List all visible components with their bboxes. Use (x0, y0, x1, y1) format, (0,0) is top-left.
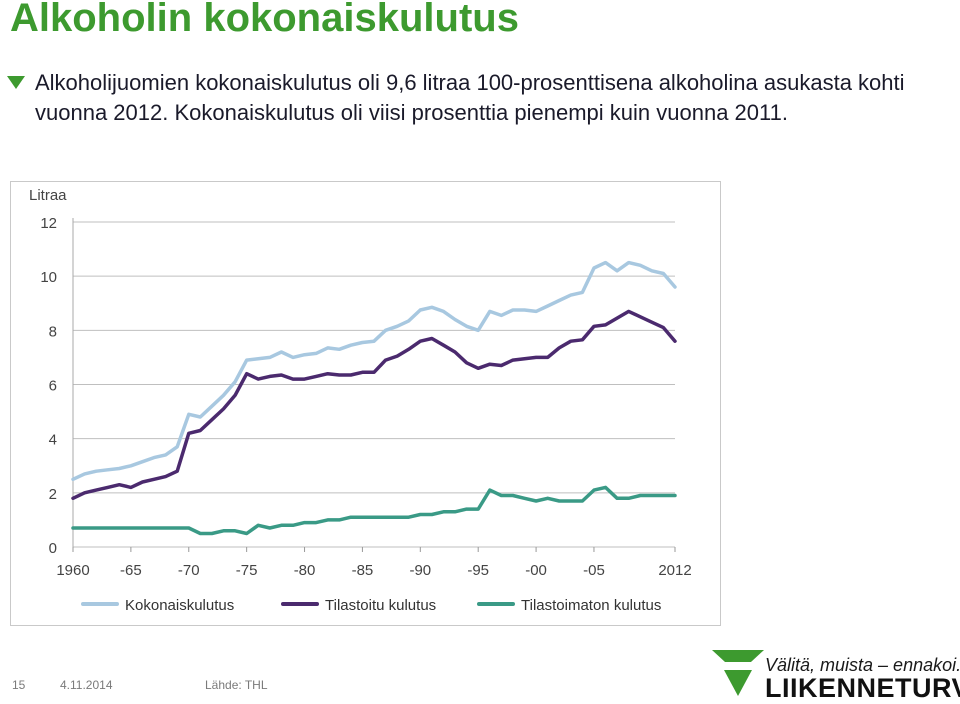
series-line-tilastoimaton-kulutus (71, 485, 677, 536)
x-tick-label: 1960 (56, 562, 89, 579)
y-tick-label: 12 (40, 215, 57, 232)
series-layer (71, 260, 677, 536)
x-tick-label: -05 (583, 562, 605, 579)
y-tick-label: 6 (49, 378, 57, 395)
source-note: Lähde: THL (205, 678, 268, 692)
x-tick-label: -90 (409, 562, 431, 579)
legend-label: Tilastoitu kulutus (325, 597, 436, 614)
y-tick-label: 10 (40, 269, 57, 286)
y-tick-label: 0 (49, 540, 57, 557)
series-line-kokonaiskulutus (71, 260, 677, 482)
y-tick-label: 4 (49, 432, 57, 449)
x-tick-label: -95 (467, 562, 489, 579)
liikenneturva-logo-icon (712, 650, 764, 696)
slide-title: Alkoholin kokonaiskulutus (10, 0, 519, 40)
y-tick-label: 8 (49, 323, 57, 340)
bullet-text: Alkoholijuomien kokonaiskulutus oli 9,6 … (35, 70, 905, 125)
x-tick-label: -70 (178, 562, 200, 579)
x-tick-label: -65 (120, 562, 142, 579)
y-tick-label: 2 (49, 486, 57, 503)
grid-layer (73, 221, 675, 548)
x-tick-label: -00 (525, 562, 547, 579)
x-tick-label: 2012 (658, 562, 691, 579)
y-axis-label: Litraa (29, 187, 67, 204)
legend-layer: Kokonaiskulutus Tilastoitu kulutus Tilasto… (81, 597, 661, 614)
page-number: 15 (12, 678, 26, 692)
footer-date: 4.11.2014 (60, 678, 113, 692)
x-tick-label: -80 (294, 562, 316, 579)
legend-label: Tilastoimaton kulutus (521, 597, 661, 614)
line-chart: 0 2 4 6 8 10 12 1960 -65 -70 -75 -80 -85 -90 -95 -00 -05… (29, 187, 692, 614)
logo-slogan: Välitä, muista – ennakoi. (765, 655, 960, 675)
logo-name: LIIKENNETURVA (765, 673, 960, 703)
legend-label: Kokonaiskulutus (125, 597, 234, 614)
x-tick-label: -75 (236, 562, 258, 579)
triangle-bullet-icon (7, 76, 25, 89)
axis-layer: 0 2 4 6 8 10 12 1960 -65 -70 -75 -80 -85 -90 -95 -00 -05… (29, 187, 692, 579)
x-tick-label: -85 (352, 562, 374, 579)
chart-frame: 0 2 4 6 8 10 12 1960 -65 -70 -75 -80 -85 -90 -95 -00 -05… (10, 181, 721, 626)
series-line-tilastoitu-kulutus (71, 309, 677, 501)
